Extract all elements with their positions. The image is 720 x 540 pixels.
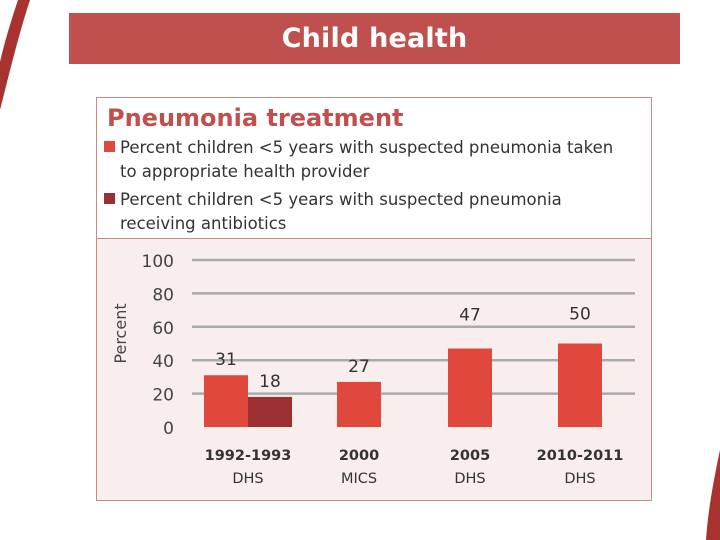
right-corner-decoration bbox=[706, 450, 720, 540]
data-label: 31 bbox=[215, 350, 237, 370]
y-tick-label: 20 bbox=[152, 386, 174, 406]
legend-label-antibiotics: Percent children <5 years with suspected… bbox=[120, 190, 562, 233]
bar bbox=[248, 396, 292, 427]
y-tick-label: 0 bbox=[163, 419, 174, 439]
bar bbox=[204, 375, 248, 427]
x-tick-label: 1992-1993 bbox=[205, 448, 292, 464]
chart-header: Pneumonia treatment Percent children <5 … bbox=[97, 98, 651, 239]
x-tick-sublabel: DHS bbox=[564, 471, 595, 487]
bar bbox=[337, 381, 381, 427]
y-tick-label: 40 bbox=[152, 352, 174, 372]
y-axis-title: Percent bbox=[111, 303, 130, 363]
bar-chart: 0 20 40 60 80 100 Percent 31 18 1992-1993 DHS 27 200… bbox=[111, 252, 635, 487]
x-tick-sublabel: MICS bbox=[341, 471, 377, 487]
y-tick-label: 60 bbox=[152, 319, 174, 339]
legend-label-provider: Percent children <5 years with suspected… bbox=[120, 138, 614, 181]
x-tick-label: 2005 bbox=[450, 448, 490, 464]
data-label: 27 bbox=[348, 357, 370, 377]
x-tick-sublabel: DHS bbox=[232, 471, 263, 487]
title-banner: Child health bbox=[69, 13, 680, 64]
legend-swatch-provider bbox=[104, 141, 115, 152]
data-label: 50 bbox=[569, 305, 591, 325]
y-tick-label: 100 bbox=[142, 252, 174, 272]
chart-panel: Pneumonia treatment Percent children <5 … bbox=[96, 97, 652, 501]
data-label: 18 bbox=[259, 372, 281, 392]
y-tick-label: 80 bbox=[152, 285, 174, 305]
x-tick-sublabel: DHS bbox=[454, 471, 485, 487]
data-label: 47 bbox=[459, 306, 481, 326]
slide-title: Child health bbox=[281, 23, 468, 54]
x-tick-label: 2010-2011 bbox=[537, 448, 624, 464]
left-corner-decoration bbox=[0, 0, 30, 110]
x-tick-label: 2000 bbox=[339, 448, 379, 464]
legend-swatch-antibiotics bbox=[104, 193, 115, 204]
bar bbox=[448, 348, 492, 427]
chart-title: Pneumonia treatment bbox=[107, 104, 404, 132]
bar bbox=[558, 343, 602, 427]
